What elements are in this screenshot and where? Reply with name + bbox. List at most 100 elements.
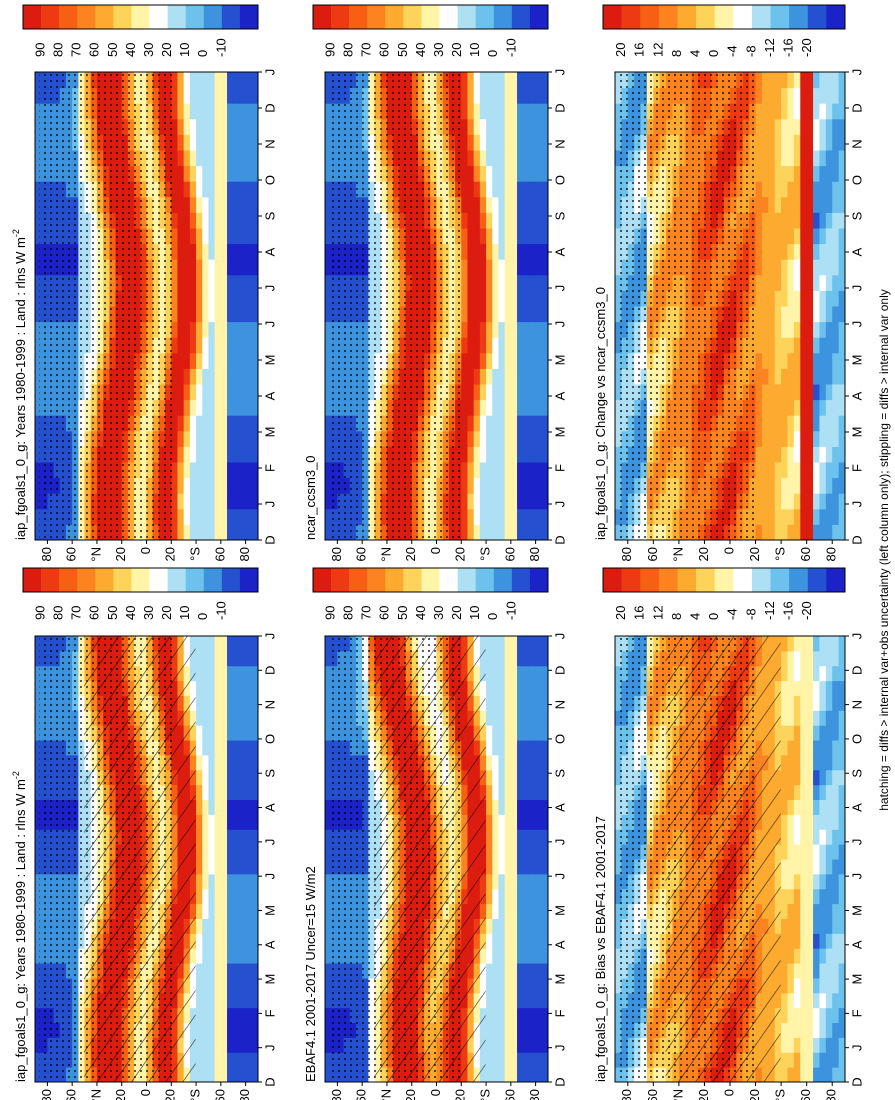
x-tick-label: M [262,427,277,438]
field-cell [245,963,253,979]
field-cell [498,650,506,667]
field-cell [529,903,537,919]
field-cell [523,150,530,167]
field-cell [239,829,247,845]
field-cell [523,754,530,771]
field-cell [510,430,518,447]
field-cell [517,165,524,182]
field-cell [171,165,178,182]
field-cell [202,462,209,479]
field-cell [196,903,203,919]
field-cell [800,430,808,447]
field-cell [535,462,543,479]
field-cell [189,306,197,323]
field-cell [220,650,228,667]
field-cell [239,306,247,323]
field-cell [233,368,240,385]
field-cell [479,87,487,104]
field-cell [325,243,332,260]
field-cell [535,873,543,890]
field-cell [517,352,524,369]
field-cell [517,493,524,510]
field-cell [498,87,506,104]
field-cell [227,918,234,934]
field-cell [498,150,506,167]
field-cell [325,196,332,213]
field-cell [461,368,468,385]
field-cell [245,754,253,771]
field-cell [541,399,549,416]
field-cell [35,87,42,104]
field-cell [498,933,506,949]
field-cell [832,493,840,510]
colorbar-swatch [421,5,440,29]
field-cell [214,859,222,875]
field-cell [245,695,253,711]
field-cell [202,710,209,726]
field-cell [486,918,493,934]
field-cell [202,399,209,416]
field-cell [220,636,228,652]
field-cell [239,754,247,771]
field-cell [171,181,178,198]
field-cell [177,368,185,385]
field-cell [35,1037,42,1053]
field-cell [35,948,42,964]
field-cell [35,150,42,167]
field-cell [517,1052,524,1068]
field-cell [189,290,197,307]
field-cell [171,337,178,354]
field-cell [171,72,178,89]
field-cell [510,165,518,182]
field-cell [202,844,209,860]
field-cell [202,243,209,260]
field-cell [35,212,42,229]
field-cell [504,524,512,541]
field-cell [251,680,259,696]
field-cell [189,399,197,416]
field-cell [504,196,512,213]
field-cell [535,368,543,385]
field-cell [196,636,203,652]
field-cell [504,784,512,801]
field-cell [492,814,499,830]
x-tick-label: J [552,69,567,76]
colorbar-swatch [331,5,350,29]
field-cell [177,290,185,307]
field-cell [498,963,506,979]
field-cell [227,462,234,479]
field-cell [325,415,332,432]
field-cell [239,430,247,447]
field-cell [761,477,769,494]
field-cell [245,725,253,741]
field-cell [492,134,499,151]
field-cell [220,754,228,771]
field-cell [498,1067,506,1083]
field-cell [806,462,814,479]
field-cell [492,680,499,696]
field-cell [529,274,537,291]
field-cell [251,259,259,276]
field-cell [177,384,185,401]
y-tick-label: °N [88,1089,103,1100]
field-cell [183,430,191,447]
colorbar-swatch [149,5,168,29]
field-cell [227,103,234,120]
colorbar-swatch [313,5,332,29]
field-cell [35,72,42,89]
colorbar-swatch [59,568,78,592]
field-cell [233,650,240,667]
field-cell [800,477,808,494]
field-cell [239,134,247,151]
field-cell [498,352,506,369]
field-cell [214,165,222,182]
field-cell [813,493,820,510]
field-cell [171,352,178,369]
field-cell [800,446,808,463]
field-cell [220,1067,228,1083]
field-cell [492,695,499,711]
x-tick-label: D [552,1077,567,1086]
field-cell [541,948,549,964]
field-cell [523,228,530,245]
field-cell [819,446,827,463]
